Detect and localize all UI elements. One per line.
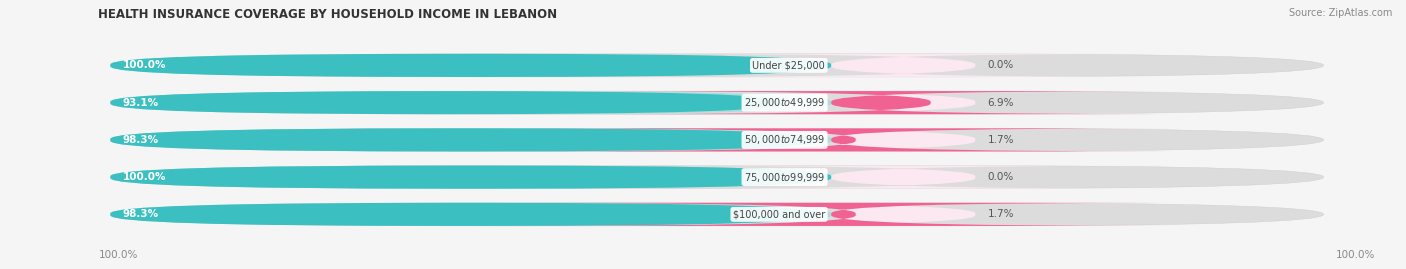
FancyBboxPatch shape bbox=[111, 91, 782, 114]
FancyBboxPatch shape bbox=[637, 91, 1170, 114]
FancyBboxPatch shape bbox=[111, 203, 1323, 226]
FancyBboxPatch shape bbox=[111, 166, 831, 189]
Text: 98.3%: 98.3% bbox=[122, 135, 159, 145]
FancyBboxPatch shape bbox=[111, 166, 831, 189]
Text: $75,000 to $99,999: $75,000 to $99,999 bbox=[744, 171, 825, 184]
Text: 98.3%: 98.3% bbox=[122, 209, 159, 220]
Text: $25,000 to $49,999: $25,000 to $49,999 bbox=[744, 96, 825, 109]
FancyBboxPatch shape bbox=[111, 54, 831, 77]
FancyBboxPatch shape bbox=[517, 203, 1170, 226]
FancyBboxPatch shape bbox=[637, 203, 1170, 226]
Text: Source: ZipAtlas.com: Source: ZipAtlas.com bbox=[1288, 8, 1392, 18]
Text: 100.0%: 100.0% bbox=[122, 172, 166, 182]
FancyBboxPatch shape bbox=[111, 128, 1323, 151]
Text: 100.0%: 100.0% bbox=[98, 250, 138, 260]
FancyBboxPatch shape bbox=[637, 128, 1170, 151]
Text: 6.9%: 6.9% bbox=[987, 98, 1014, 108]
FancyBboxPatch shape bbox=[111, 54, 831, 77]
Text: HEALTH INSURANCE COVERAGE BY HOUSEHOLD INCOME IN LEBANON: HEALTH INSURANCE COVERAGE BY HOUSEHOLD I… bbox=[98, 8, 558, 21]
FancyBboxPatch shape bbox=[111, 166, 1323, 189]
Text: Under $25,000: Under $25,000 bbox=[752, 60, 825, 70]
FancyBboxPatch shape bbox=[111, 54, 1323, 77]
Text: 93.1%: 93.1% bbox=[122, 98, 159, 108]
FancyBboxPatch shape bbox=[592, 91, 1170, 114]
Text: 100.0%: 100.0% bbox=[1336, 250, 1375, 260]
FancyBboxPatch shape bbox=[111, 203, 818, 226]
FancyBboxPatch shape bbox=[111, 91, 831, 114]
Text: 1.7%: 1.7% bbox=[987, 135, 1014, 145]
FancyBboxPatch shape bbox=[111, 128, 818, 151]
FancyBboxPatch shape bbox=[637, 54, 1170, 77]
Text: 1.7%: 1.7% bbox=[987, 209, 1014, 220]
Text: $50,000 to $74,999: $50,000 to $74,999 bbox=[744, 133, 825, 146]
FancyBboxPatch shape bbox=[111, 203, 831, 226]
Text: 0.0%: 0.0% bbox=[987, 172, 1014, 182]
Text: $100,000 and over: $100,000 and over bbox=[733, 209, 825, 220]
Text: 0.0%: 0.0% bbox=[987, 60, 1014, 70]
FancyBboxPatch shape bbox=[517, 128, 1170, 151]
Text: 100.0%: 100.0% bbox=[122, 60, 166, 70]
FancyBboxPatch shape bbox=[637, 166, 1170, 189]
FancyBboxPatch shape bbox=[111, 128, 831, 151]
FancyBboxPatch shape bbox=[111, 91, 1323, 114]
